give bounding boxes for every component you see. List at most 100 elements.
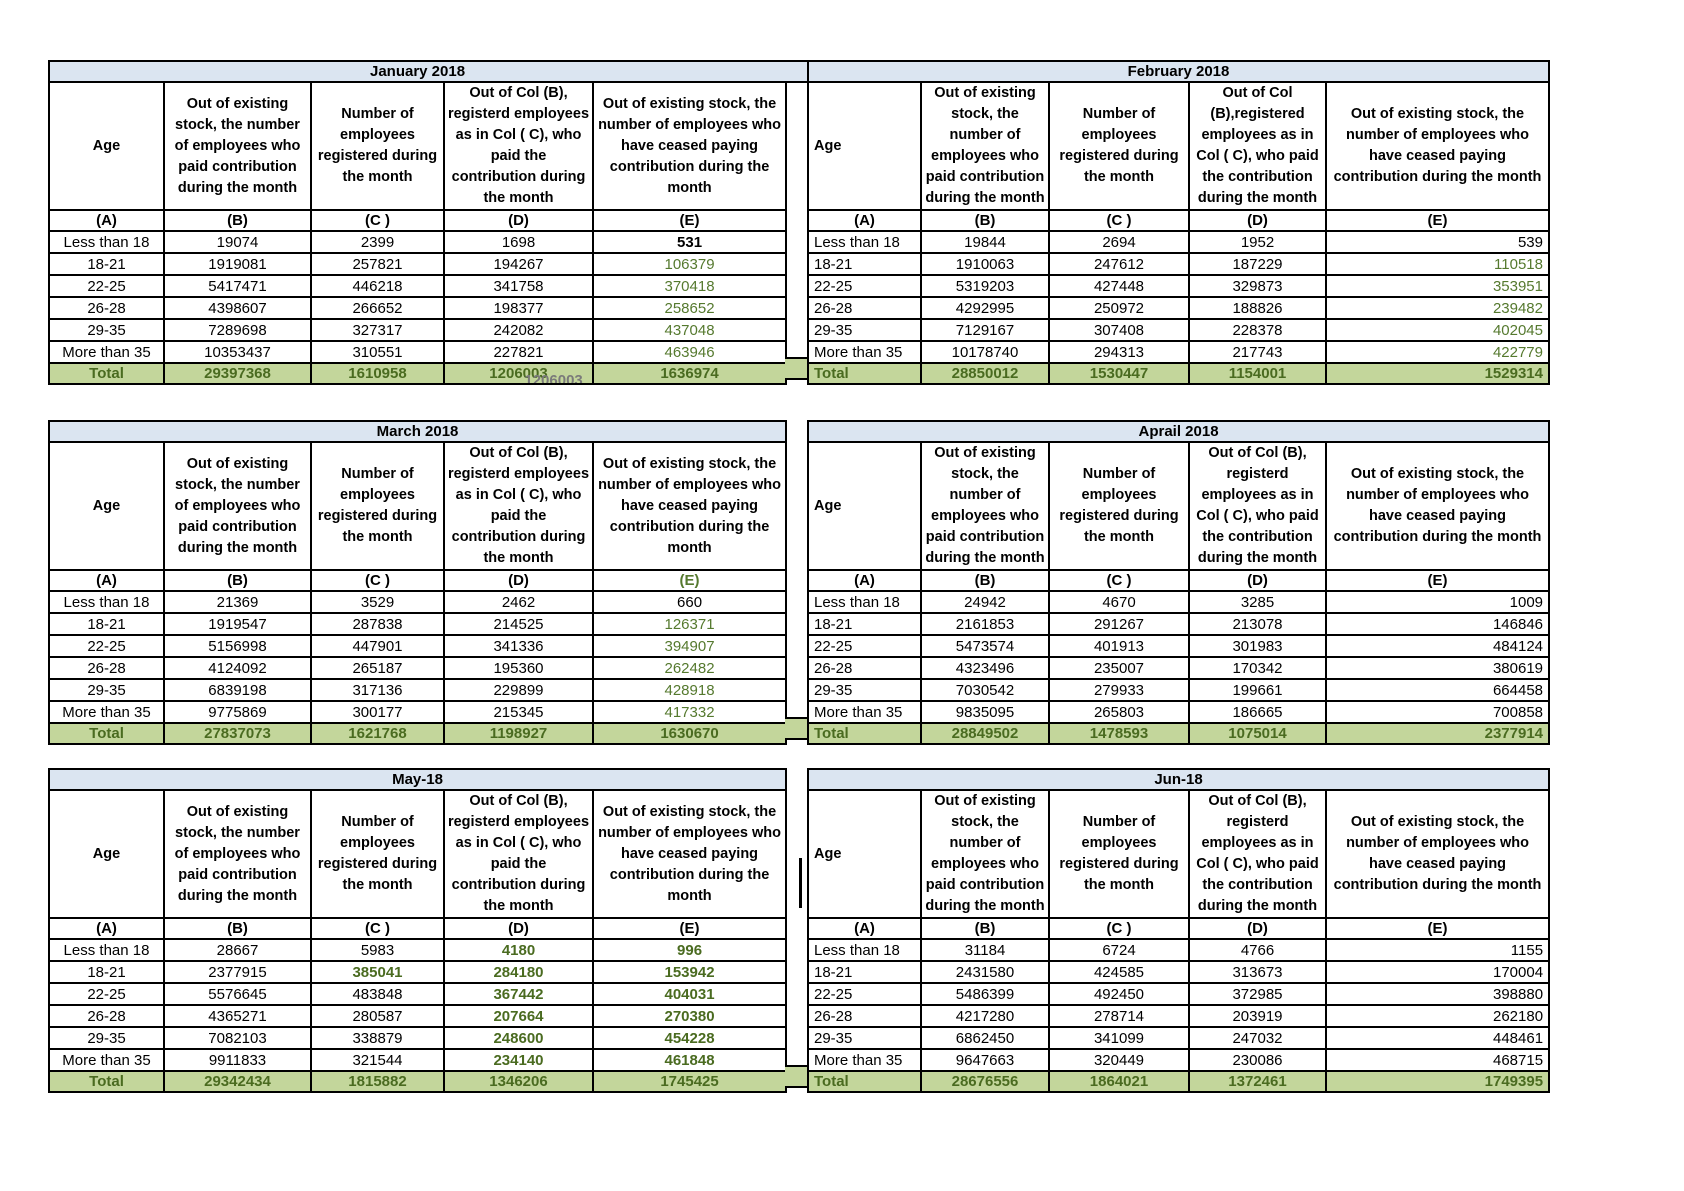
value-cell: 110518 <box>1325 252 1550 276</box>
value-cell: 258652 <box>591 296 788 320</box>
value-cell: 5576645 <box>163 982 312 1006</box>
month-table-april: Aprail 2018 Age Out of existing stock, the… <box>806 420 1551 745</box>
value-cell: 4180 <box>443 938 594 962</box>
value-cell: 215345 <box>443 700 594 724</box>
value-cell: 338879 <box>310 1026 445 1050</box>
value-cell: 247612 <box>1048 252 1190 276</box>
value-cell: 153942 <box>591 960 788 984</box>
value-cell: 207664 <box>443 1004 594 1028</box>
age-cell: 22-25 <box>807 274 922 298</box>
total-row: Total 29342434 1815882 1346206 1745425 <box>48 1070 788 1093</box>
value-cell: 2431580 <box>920 960 1050 984</box>
value-cell: 213078 <box>1188 612 1327 636</box>
column-letter: (A) <box>48 917 165 940</box>
value-cell: 235007 <box>1048 656 1190 680</box>
value-cell: 422779 <box>1325 340 1550 364</box>
value-cell: 321544 <box>310 1048 445 1072</box>
age-cell: 26-28 <box>807 656 922 680</box>
column-letter: (C ) <box>310 209 445 232</box>
col-header-b: Out of existing stock, the number of emp… <box>163 81 312 211</box>
value-cell: 700858 <box>1324 700 1551 724</box>
total-value-cell: 29397368 <box>163 362 312 385</box>
value-cell: 1919081 <box>163 252 312 276</box>
value-cell: 2377915 <box>163 960 312 984</box>
value-cell: 2399 <box>310 230 445 254</box>
age-cell: 22-25 <box>807 634 922 658</box>
value-cell: 248600 <box>443 1026 594 1050</box>
col-header-d: Out of Col (B), registerd employees as i… <box>1188 441 1327 571</box>
value-cell: 385041 <box>310 960 445 984</box>
age-column-header: Age <box>807 441 922 571</box>
ghost-duplicate-number: 1206003 <box>524 372 583 384</box>
total-row: Total 28676556 1864021 1372461 1749395 <box>807 1070 1551 1093</box>
table-row: 26-28 4292995 250972 188826 239482 <box>807 296 1550 320</box>
table-row: More than 35 9835095 265803 186665 700858 <box>807 700 1551 724</box>
age-cell: Less than 18 <box>807 230 922 254</box>
table-title-row: February 2018 <box>807 60 1550 83</box>
column-letter: (E) <box>1324 569 1551 592</box>
value-cell: 291267 <box>1048 612 1190 636</box>
value-cell: 21369 <box>163 590 312 614</box>
age-cell: Less than 18 <box>48 230 165 254</box>
total-value-cell: 1636974 <box>591 362 788 385</box>
value-cell: 5319203 <box>920 274 1050 298</box>
col-header-c: Number of employees registered during th… <box>310 789 445 919</box>
value-cell: 307408 <box>1048 318 1190 342</box>
value-cell: 463946 <box>591 340 788 364</box>
age-cell: 26-28 <box>807 1004 922 1028</box>
value-cell: 203919 <box>1188 1004 1327 1028</box>
value-cell: 228378 <box>1188 318 1327 342</box>
age-cell: 18-21 <box>807 612 922 636</box>
total-value-cell: 2377914 <box>1324 722 1551 745</box>
column-letter: (D) <box>1188 569 1327 592</box>
value-cell: 234140 <box>443 1048 594 1072</box>
value-cell: 106379 <box>591 252 788 276</box>
col-header-b: Out of existing stock, the number of emp… <box>163 441 312 571</box>
value-cell: 284180 <box>443 960 594 984</box>
gap-border-tick <box>799 858 802 908</box>
value-cell: 2161853 <box>920 612 1050 636</box>
value-cell: 287838 <box>310 612 445 636</box>
data-table: February 2018 Age Out of existing stock, t… <box>807 60 1550 385</box>
gap-sliver-total-band-row2 <box>785 717 807 740</box>
age-cell: 26-28 <box>48 296 165 320</box>
value-cell: 370418 <box>591 274 788 298</box>
column-letter: (D) <box>1188 917 1327 940</box>
value-cell: 448461 <box>1324 1026 1551 1050</box>
value-cell: 24942 <box>920 590 1050 614</box>
age-cell: 29-35 <box>807 678 922 702</box>
column-letter: (D) <box>443 569 594 592</box>
column-letter: (A) <box>48 569 165 592</box>
total-row: Total 27837073 1621768 1198927 1630670 <box>48 722 788 745</box>
age-column-header: Age <box>48 441 165 571</box>
col-header-d: Out of Col (B), registerd employees as i… <box>1188 789 1327 919</box>
age-cell: 18-21 <box>807 960 922 984</box>
total-row: Total 28850012 1530447 1154001 1529314 <box>807 362 1550 385</box>
age-cell: 26-28 <box>48 656 165 680</box>
value-cell: 539 <box>1325 230 1550 254</box>
value-cell: 5983 <box>310 938 445 962</box>
table-row: More than 35 10178740 294313 217743 422779 <box>807 340 1550 364</box>
total-label-cell: Total <box>48 722 165 745</box>
column-letter: (A) <box>807 209 922 232</box>
value-cell: 1155 <box>1324 938 1551 962</box>
value-cell: 398880 <box>1324 982 1551 1006</box>
value-cell: 317136 <box>310 678 445 702</box>
month-table-march: March 2018 Age Out of existing stock, the … <box>47 420 788 745</box>
total-label-cell: Total <box>48 1070 165 1093</box>
value-cell: 1919547 <box>163 612 312 636</box>
age-cell: 18-21 <box>48 252 165 276</box>
value-cell: 247032 <box>1188 1026 1327 1050</box>
table-row: 29-35 7082103 338879 248600 454228 <box>48 1026 788 1050</box>
data-table: January 2018 Age Out of existing stock, th… <box>47 60 788 385</box>
value-cell: 427448 <box>1048 274 1190 298</box>
data-table: Jun-18 Age Out of existing stock, the numb… <box>806 768 1551 1093</box>
col-header-c: Number of employees registered during th… <box>1048 441 1190 571</box>
total-value-cell: 1630670 <box>591 722 788 745</box>
value-cell: 227821 <box>443 340 594 364</box>
value-cell: 428918 <box>591 678 788 702</box>
value-cell: 310551 <box>310 340 445 364</box>
value-cell: 19074 <box>163 230 312 254</box>
table-row: Less than 18 31184 6724 4766 1155 <box>807 938 1551 962</box>
table-title: Aprail 2018 <box>806 420 1551 443</box>
